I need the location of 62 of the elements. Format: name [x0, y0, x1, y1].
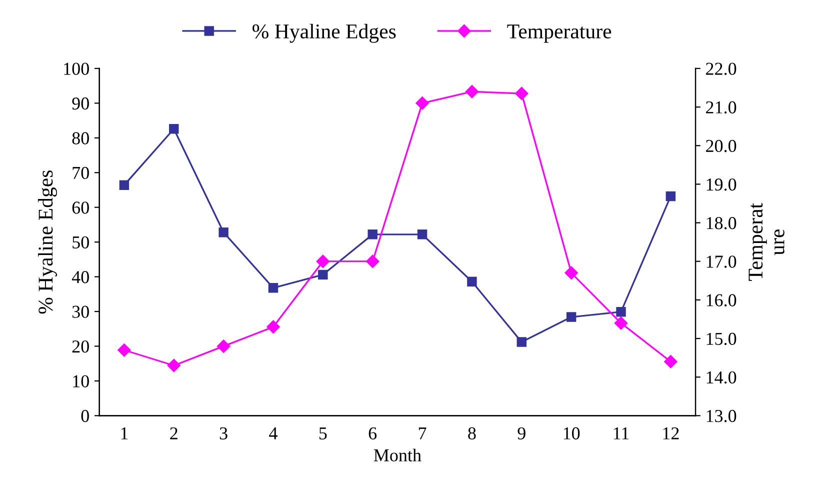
y2-tick-label: 21.0: [706, 101, 736, 114]
x-tick-label: 8: [468, 427, 476, 440]
point: [417, 230, 428, 240]
x-axis-title: Month: [374, 448, 422, 462]
legend-label: % Hyaline Edges: [252, 24, 396, 43]
x-tick-label: 2: [170, 427, 178, 440]
point: [467, 276, 477, 286]
point: [516, 337, 526, 347]
x-tick-label: 4: [269, 427, 278, 440]
point: [266, 320, 280, 334]
point: [368, 230, 378, 240]
x-tick-label: 10: [564, 427, 580, 440]
y-tick-label: 0: [81, 410, 89, 422]
y-tick-label: 80: [72, 132, 89, 144]
y-tick-label: 90: [72, 97, 89, 110]
point: [118, 343, 131, 357]
x-tick-label: 11: [614, 427, 629, 440]
point: [119, 180, 130, 190]
y-tick-label: 30: [72, 306, 89, 318]
point: [564, 266, 578, 280]
x-tick-label: 9: [518, 427, 526, 440]
y-tick-label: 40: [72, 271, 89, 284]
point: [366, 254, 380, 268]
x-tick-label: 6: [368, 427, 377, 440]
point: [416, 96, 429, 110]
point: [216, 340, 230, 353]
point: [566, 312, 576, 322]
y2-tick-label: 17.0: [706, 256, 736, 268]
y2-tick-label: 15.0: [706, 332, 736, 346]
point: [616, 306, 626, 317]
point: [664, 355, 678, 368]
y-tick-label: 50: [72, 236, 89, 248]
x-tick-label: 5: [319, 427, 327, 440]
point: [666, 191, 676, 202]
point: [465, 85, 479, 98]
point: [614, 316, 628, 330]
y2-tick-label: 14.0: [706, 371, 736, 384]
x-tick-label: 12: [663, 427, 679, 440]
y-tick-label: 10: [73, 375, 89, 388]
y2-tick-label: 13.0: [706, 410, 736, 422]
y-tick-label: 70: [72, 166, 89, 180]
y-tick-label: 20: [72, 340, 89, 353]
y2-tick-label: 18.0: [706, 217, 736, 230]
x-tick-label: 1: [121, 427, 128, 440]
y-axis-title: % Hyaline Edges: [38, 170, 57, 314]
point: [515, 86, 528, 100]
point: [318, 270, 328, 280]
point: [268, 283, 278, 293]
legend-label: Temperature: [507, 24, 612, 43]
y2-tick-label: 16.0: [706, 294, 736, 306]
point: [316, 254, 330, 268]
y2-axis-title: Temperat ure: [748, 203, 784, 281]
y2-tick-label: 20.0: [706, 140, 736, 152]
x-tick-label: 7: [418, 427, 426, 440]
y-tick-label: 100: [64, 62, 89, 75]
point: [169, 124, 179, 134]
point: [218, 227, 228, 238]
y2-tick-label: 19.0: [706, 178, 736, 191]
x-tick-label: 3: [220, 427, 228, 440]
y2-tick-label: 22.0: [706, 62, 736, 75]
point: [167, 358, 180, 372]
y-tick-label: 60: [72, 202, 89, 214]
